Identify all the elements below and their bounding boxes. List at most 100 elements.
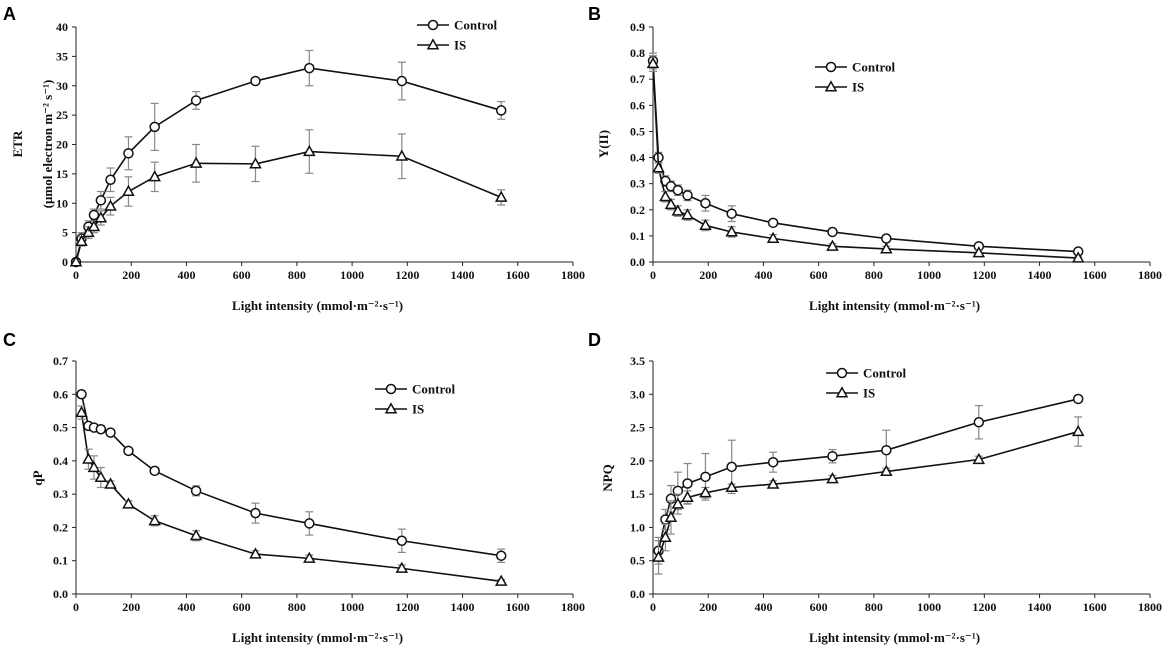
data-point [1071, 251, 1085, 263]
y-tick-label: 0.3 [630, 177, 645, 191]
x-tick-label: 400 [177, 268, 195, 282]
data-point [766, 231, 780, 244]
x-tick-label: 1000 [340, 600, 364, 614]
data-point [495, 550, 507, 561]
data-point [396, 535, 408, 546]
panel-b: 0 200 400 600 800 1000 1200 1400 1600 1800 0.0 0.1 0… [588, 4, 1162, 313]
x-tick-label: 0 [650, 268, 656, 282]
y-tick-label: 0.0 [630, 587, 645, 601]
x-tick-label: 400 [754, 268, 772, 282]
data-point [396, 75, 408, 87]
data-point [190, 95, 202, 106]
data-point [249, 157, 262, 169]
data-point [82, 225, 95, 238]
data-point [190, 485, 202, 497]
legend-label: Control [454, 18, 497, 33]
x-tick-label: 600 [810, 600, 828, 614]
y-tick-label: 0.1 [53, 554, 68, 568]
data-point [659, 189, 672, 202]
data-point [652, 550, 665, 562]
data-point [972, 246, 986, 258]
data-point [880, 464, 893, 477]
y-axis-label-unit: (μmol electron m⁻² s⁻¹) [40, 80, 55, 209]
data-point [303, 144, 316, 157]
legend-label: Control [863, 366, 906, 381]
data-point [250, 75, 261, 87]
x-tick-label: 1200 [395, 268, 419, 282]
series-control [653, 393, 1084, 565]
legend-marker [835, 386, 849, 398]
data-point [681, 490, 694, 503]
data-point [189, 529, 203, 541]
data-point [973, 416, 985, 428]
legend-marker [836, 367, 848, 379]
x-tick-label: 1600 [506, 600, 530, 614]
data-point [767, 217, 779, 229]
x-tick-label: 600 [233, 600, 251, 614]
data-point [494, 190, 508, 202]
y-tick-label: 0.6 [630, 98, 645, 112]
x-tick-label: 1800 [561, 268, 585, 282]
data-point [189, 156, 203, 168]
series-line [652, 60, 1079, 253]
data-point [104, 477, 117, 489]
data-point [395, 561, 409, 573]
y-tick-label: 30 [56, 79, 68, 93]
legend-marker [825, 61, 837, 73]
data-point [304, 62, 315, 74]
series-is [69, 129, 508, 267]
data-point [105, 174, 116, 185]
data-point [88, 209, 100, 221]
y-tick-label: 2.0 [630, 454, 645, 468]
series-line [657, 398, 1079, 551]
data-point [148, 170, 161, 182]
data-point [122, 497, 135, 509]
x-tick-label: 1200 [972, 268, 996, 282]
x-tick-label: 1000 [340, 268, 364, 282]
y-tick-label: 0.5 [53, 421, 68, 435]
legend-label: IS [863, 386, 875, 401]
y-tick-label: 0.5 [630, 554, 645, 568]
data-point [881, 233, 892, 244]
data-point [664, 197, 678, 210]
data-point [149, 121, 160, 133]
y-axis-label: Y(II) [596, 130, 611, 158]
x-tick-label: 1000 [917, 600, 941, 614]
x-axis-label: Light intensity (mmol·m⁻²·s⁻¹) [809, 630, 980, 645]
data-point [123, 445, 134, 457]
data-point [766, 477, 780, 489]
y-tick-label: 1.5 [630, 487, 645, 501]
y-tick-label: 3.5 [630, 354, 645, 368]
x-tick-label: 600 [233, 268, 251, 282]
x-tick-label: 0 [73, 600, 79, 614]
legend-label: IS [412, 402, 424, 417]
series-line [75, 67, 502, 263]
data-point [826, 472, 839, 484]
data-point [1072, 393, 1084, 405]
x-tick-label: 800 [865, 600, 883, 614]
y-tick-label: 0.4 [53, 454, 68, 468]
x-tick-label: 200 [699, 600, 717, 614]
x-tick-label: 1000 [917, 268, 941, 282]
series-line [657, 430, 1079, 558]
legend-marker [385, 383, 397, 395]
y-tick-label: 0.2 [630, 203, 645, 217]
data-point [659, 530, 672, 542]
y-tick-label: 0.8 [630, 46, 645, 60]
data-point [881, 444, 892, 456]
x-tick-label: 0 [650, 600, 656, 614]
x-tick-label: 200 [122, 268, 140, 282]
legend-label: IS [454, 38, 466, 53]
data-point [664, 510, 678, 522]
series-line [80, 394, 502, 557]
data-point [1071, 424, 1085, 437]
data-point [122, 184, 135, 197]
x-tick-label: 1800 [1138, 268, 1162, 282]
data-point [880, 242, 893, 254]
y-tick-label: 25 [56, 108, 68, 122]
data-point [726, 461, 737, 473]
x-tick-label: 1600 [1083, 600, 1107, 614]
data-point [972, 452, 986, 465]
y-tick-label: 2.5 [630, 421, 645, 435]
x-tick-label: 600 [810, 268, 828, 282]
